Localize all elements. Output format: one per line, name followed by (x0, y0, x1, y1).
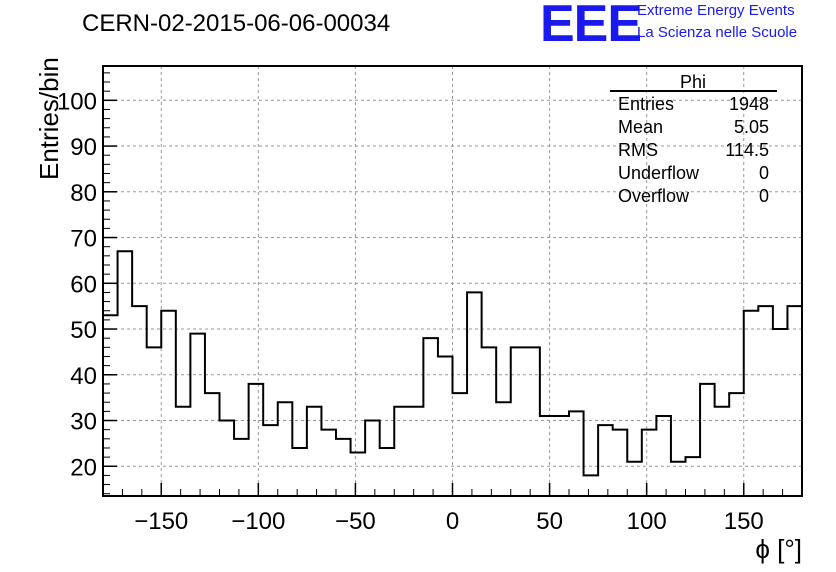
stats-label: Entries (618, 94, 674, 114)
x-tick-label: −50 (335, 508, 376, 535)
x-tick-label: 150 (724, 508, 764, 535)
y-tick-label: 40 (70, 363, 97, 390)
y-tick-label: 90 (70, 134, 97, 161)
y-tick-label: 100 (57, 88, 97, 115)
stats-label: Underflow (618, 163, 700, 183)
y-tick-label: 80 (70, 180, 97, 207)
y-tick-label: 60 (70, 271, 97, 298)
stats-label: RMS (618, 140, 658, 160)
stats-value: 0 (759, 186, 769, 206)
stats-label: Mean (618, 117, 663, 137)
x-tick-label: 50 (536, 508, 563, 535)
stats-box: Phi Entries 1948 Mean 5.05 RMS 114.5 Underflow 0… (610, 72, 777, 206)
logo-tagline-2: La Scienza nelle Scuole (637, 24, 798, 41)
axis-ticks: −150 −100 −50 0 50 100 150 20 30 40 50 60 70 80 90 100 (57, 72, 784, 535)
stats-value: 5.05 (734, 117, 769, 137)
y-tick-label: 30 (70, 409, 97, 436)
x-tick-label: 0 (446, 508, 459, 535)
stats-title: Phi (680, 72, 706, 92)
grid-lines (103, 66, 802, 496)
eee-logo: EEE (540, 0, 642, 53)
stats-value: 1948 (729, 94, 769, 114)
chart-title: CERN-02-2015-06-06-00034 (82, 10, 391, 37)
stats-label: Overflow (618, 186, 690, 206)
y-tick-label: 20 (70, 454, 97, 481)
x-tick-label: 100 (627, 508, 667, 535)
x-tick-label: −150 (134, 508, 188, 535)
x-tick-label: −100 (231, 508, 285, 535)
x-axis-label: ϕ [°] (755, 534, 802, 564)
logo-tagline-1: Extreme Energy Events (637, 2, 795, 19)
plot-frame (102, 65, 803, 497)
stats-value: 0 (759, 163, 769, 183)
y-tick-label: 50 (70, 317, 97, 344)
stats-value: 114.5 (725, 140, 769, 160)
y-tick-label: 70 (70, 226, 97, 253)
histogram-line (103, 237, 803, 477)
